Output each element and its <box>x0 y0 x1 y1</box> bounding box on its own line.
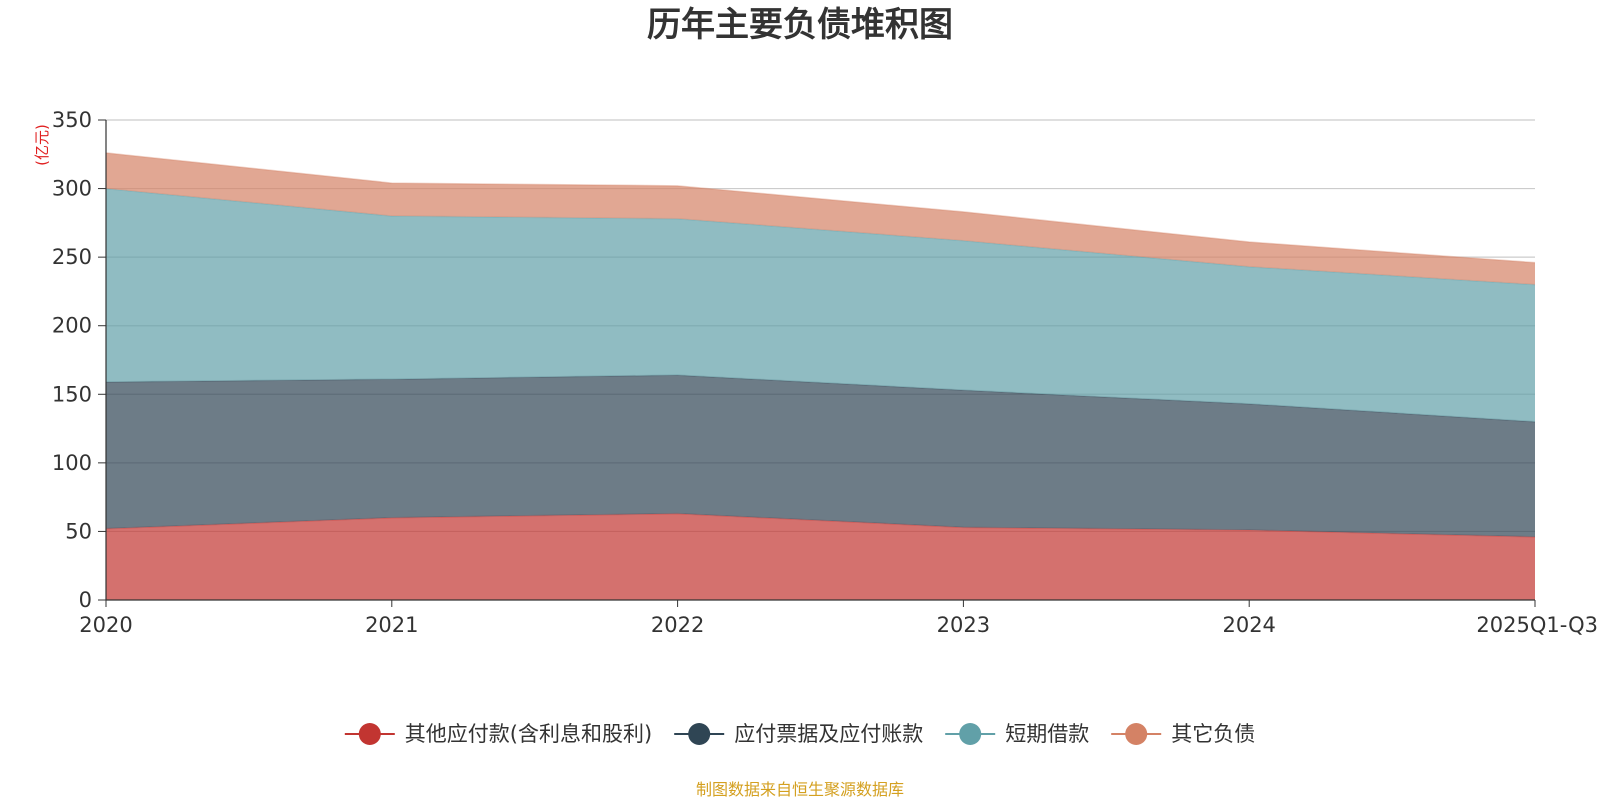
series-line-4 <box>105 152 1536 264</box>
legend-label: 其他应付款(含利息和股利) <box>405 722 652 746</box>
x-axis: 2020 2021 2022 2023 2024 2025Q1-Q3 <box>79 599 1598 637</box>
x-tick-label: 2020 <box>79 613 132 637</box>
legend-label: 其它负债 <box>1171 722 1255 746</box>
x-tick-label: 2024 <box>1222 613 1275 637</box>
legend-circle-icon <box>1125 723 1148 745</box>
y-tick-label: 200 <box>52 314 92 338</box>
chart-title: 历年主要负债堆积图 <box>647 5 953 45</box>
y-tick-label: 300 <box>52 177 92 201</box>
legend-item-1[interactable]: 其他应付款(含利息和股利) <box>344 722 652 746</box>
y-axis: 0 50 100 150 200 250 300 350 <box>52 108 107 612</box>
area-series-2 <box>106 375 1535 537</box>
legend-circle-icon <box>358 723 381 745</box>
legend-label: 短期借款 <box>1005 722 1089 746</box>
legend-item-2[interactable]: 应付票据及应付账款 <box>674 722 923 746</box>
y-tick-label: 350 <box>52 108 92 132</box>
data-source-note: 制图数据来自恒生聚源数据库 <box>696 780 904 799</box>
y-axis-unit-label: (亿元) <box>33 124 51 166</box>
legend: 其他应付款(含利息和股利) 应付票据及应付账款 短期借款 其它负债 <box>344 722 1255 746</box>
area-series-4 <box>106 152 1535 285</box>
x-tick-label: 2025Q1-Q3 <box>1476 613 1598 637</box>
area-series-1 <box>106 513 1535 600</box>
x-tick-label: 2021 <box>365 613 418 637</box>
y-tick-label: 150 <box>52 382 92 406</box>
legend-label: 应付票据及应付账款 <box>734 722 923 746</box>
y-tick-label: 250 <box>52 245 92 269</box>
area-series <box>105 152 1536 600</box>
legend-item-4[interactable]: 其它负债 <box>1111 722 1255 746</box>
legend-circle-icon <box>688 723 711 745</box>
y-tick-label: 100 <box>52 451 92 475</box>
y-tick-label: 50 <box>65 519 92 543</box>
y-tick-label: 0 <box>79 588 92 612</box>
x-tick-label: 2023 <box>937 613 990 637</box>
legend-circle-icon <box>959 723 982 745</box>
area-series-3 <box>106 188 1535 422</box>
x-tick-label: 2022 <box>651 613 704 637</box>
legend-item-3[interactable]: 短期借款 <box>945 722 1089 746</box>
